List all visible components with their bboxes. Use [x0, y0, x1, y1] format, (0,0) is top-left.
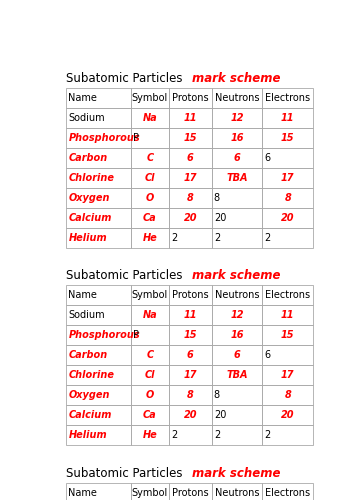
Text: Na: Na — [143, 113, 157, 123]
Text: Neutrons: Neutrons — [215, 92, 259, 102]
Text: O: O — [146, 193, 154, 203]
Text: Helium: Helium — [68, 233, 107, 243]
Text: 2: 2 — [171, 430, 177, 440]
Text: Helium: Helium — [68, 430, 107, 440]
Text: 6: 6 — [187, 153, 194, 163]
Text: 11: 11 — [184, 310, 197, 320]
Text: 20: 20 — [281, 410, 295, 420]
Text: 8: 8 — [284, 390, 291, 400]
Text: Subatomic Particles: Subatomic Particles — [66, 72, 187, 85]
Text: TBA: TBA — [226, 370, 248, 380]
Text: 6: 6 — [234, 350, 240, 360]
Text: 2: 2 — [171, 233, 177, 243]
Text: 2: 2 — [214, 430, 220, 440]
Text: 8: 8 — [214, 390, 220, 400]
Text: 20: 20 — [214, 410, 226, 420]
Text: Phosphorous: Phosphorous — [68, 133, 140, 143]
Text: P: P — [133, 330, 139, 340]
Text: 20: 20 — [184, 410, 197, 420]
Text: 16: 16 — [230, 133, 244, 143]
Text: Phosphorous: Phosphorous — [68, 330, 140, 340]
Text: 15: 15 — [281, 133, 295, 143]
Text: Electrons: Electrons — [265, 290, 310, 300]
Text: He: He — [143, 233, 157, 243]
Text: Neutrons: Neutrons — [215, 488, 259, 498]
Text: Name: Name — [68, 488, 97, 498]
Text: 15: 15 — [184, 133, 197, 143]
Text: 12: 12 — [230, 310, 244, 320]
Text: Sodium: Sodium — [68, 113, 105, 123]
Text: 15: 15 — [184, 330, 197, 340]
Text: 2: 2 — [264, 430, 271, 440]
Text: C: C — [146, 153, 153, 163]
Text: Protons: Protons — [172, 488, 209, 498]
Text: 8: 8 — [284, 193, 291, 203]
Text: He: He — [143, 430, 157, 440]
Text: 17: 17 — [184, 370, 197, 380]
Text: Ca: Ca — [143, 213, 157, 223]
Text: 8: 8 — [187, 390, 194, 400]
Text: Na: Na — [143, 310, 157, 320]
Text: 20: 20 — [184, 213, 197, 223]
Text: 6: 6 — [187, 350, 194, 360]
Text: 11: 11 — [281, 113, 295, 123]
Text: Subatomic Particles: Subatomic Particles — [66, 269, 187, 282]
Text: 11: 11 — [184, 113, 197, 123]
Text: 6: 6 — [264, 153, 271, 163]
Text: Carbon: Carbon — [68, 350, 108, 360]
Text: Oxygen: Oxygen — [68, 193, 110, 203]
Text: 11: 11 — [281, 310, 295, 320]
Text: Calcium: Calcium — [68, 213, 112, 223]
Text: Name: Name — [68, 92, 97, 102]
Text: 8: 8 — [214, 193, 220, 203]
Text: Electrons: Electrons — [265, 92, 310, 102]
Text: Carbon: Carbon — [68, 153, 108, 163]
Text: mark scheme: mark scheme — [193, 269, 281, 282]
Text: 8: 8 — [187, 193, 194, 203]
Text: 17: 17 — [281, 370, 295, 380]
Text: 15: 15 — [281, 330, 295, 340]
Text: 16: 16 — [230, 330, 244, 340]
Text: 12: 12 — [230, 113, 244, 123]
Text: Cl: Cl — [145, 173, 155, 183]
Text: 20: 20 — [214, 213, 226, 223]
Text: Protons: Protons — [172, 290, 209, 300]
Text: mark scheme: mark scheme — [193, 72, 281, 85]
Text: O: O — [146, 390, 154, 400]
Text: Name: Name — [68, 290, 97, 300]
Text: 6: 6 — [234, 153, 240, 163]
Text: Symbol: Symbol — [132, 290, 168, 300]
Text: 2: 2 — [264, 233, 271, 243]
Text: Symbol: Symbol — [132, 488, 168, 498]
Text: Calcium: Calcium — [68, 410, 112, 420]
Text: 17: 17 — [281, 173, 295, 183]
Text: C: C — [146, 350, 153, 360]
Text: 20: 20 — [281, 213, 295, 223]
Text: Ca: Ca — [143, 410, 157, 420]
Text: Chlorine: Chlorine — [68, 370, 114, 380]
Text: Sodium: Sodium — [68, 310, 105, 320]
Text: Neutrons: Neutrons — [215, 290, 259, 300]
Text: P: P — [133, 133, 139, 143]
Text: Symbol: Symbol — [132, 92, 168, 102]
Text: 6: 6 — [264, 350, 271, 360]
Text: Oxygen: Oxygen — [68, 390, 110, 400]
Text: Electrons: Electrons — [265, 488, 310, 498]
Text: Chlorine: Chlorine — [68, 173, 114, 183]
Text: 2: 2 — [214, 233, 220, 243]
Text: TBA: TBA — [226, 173, 248, 183]
Text: 17: 17 — [184, 173, 197, 183]
Text: Subatomic Particles: Subatomic Particles — [66, 466, 187, 479]
Text: Protons: Protons — [172, 92, 209, 102]
Text: Cl: Cl — [145, 370, 155, 380]
Text: mark scheme: mark scheme — [193, 466, 281, 479]
